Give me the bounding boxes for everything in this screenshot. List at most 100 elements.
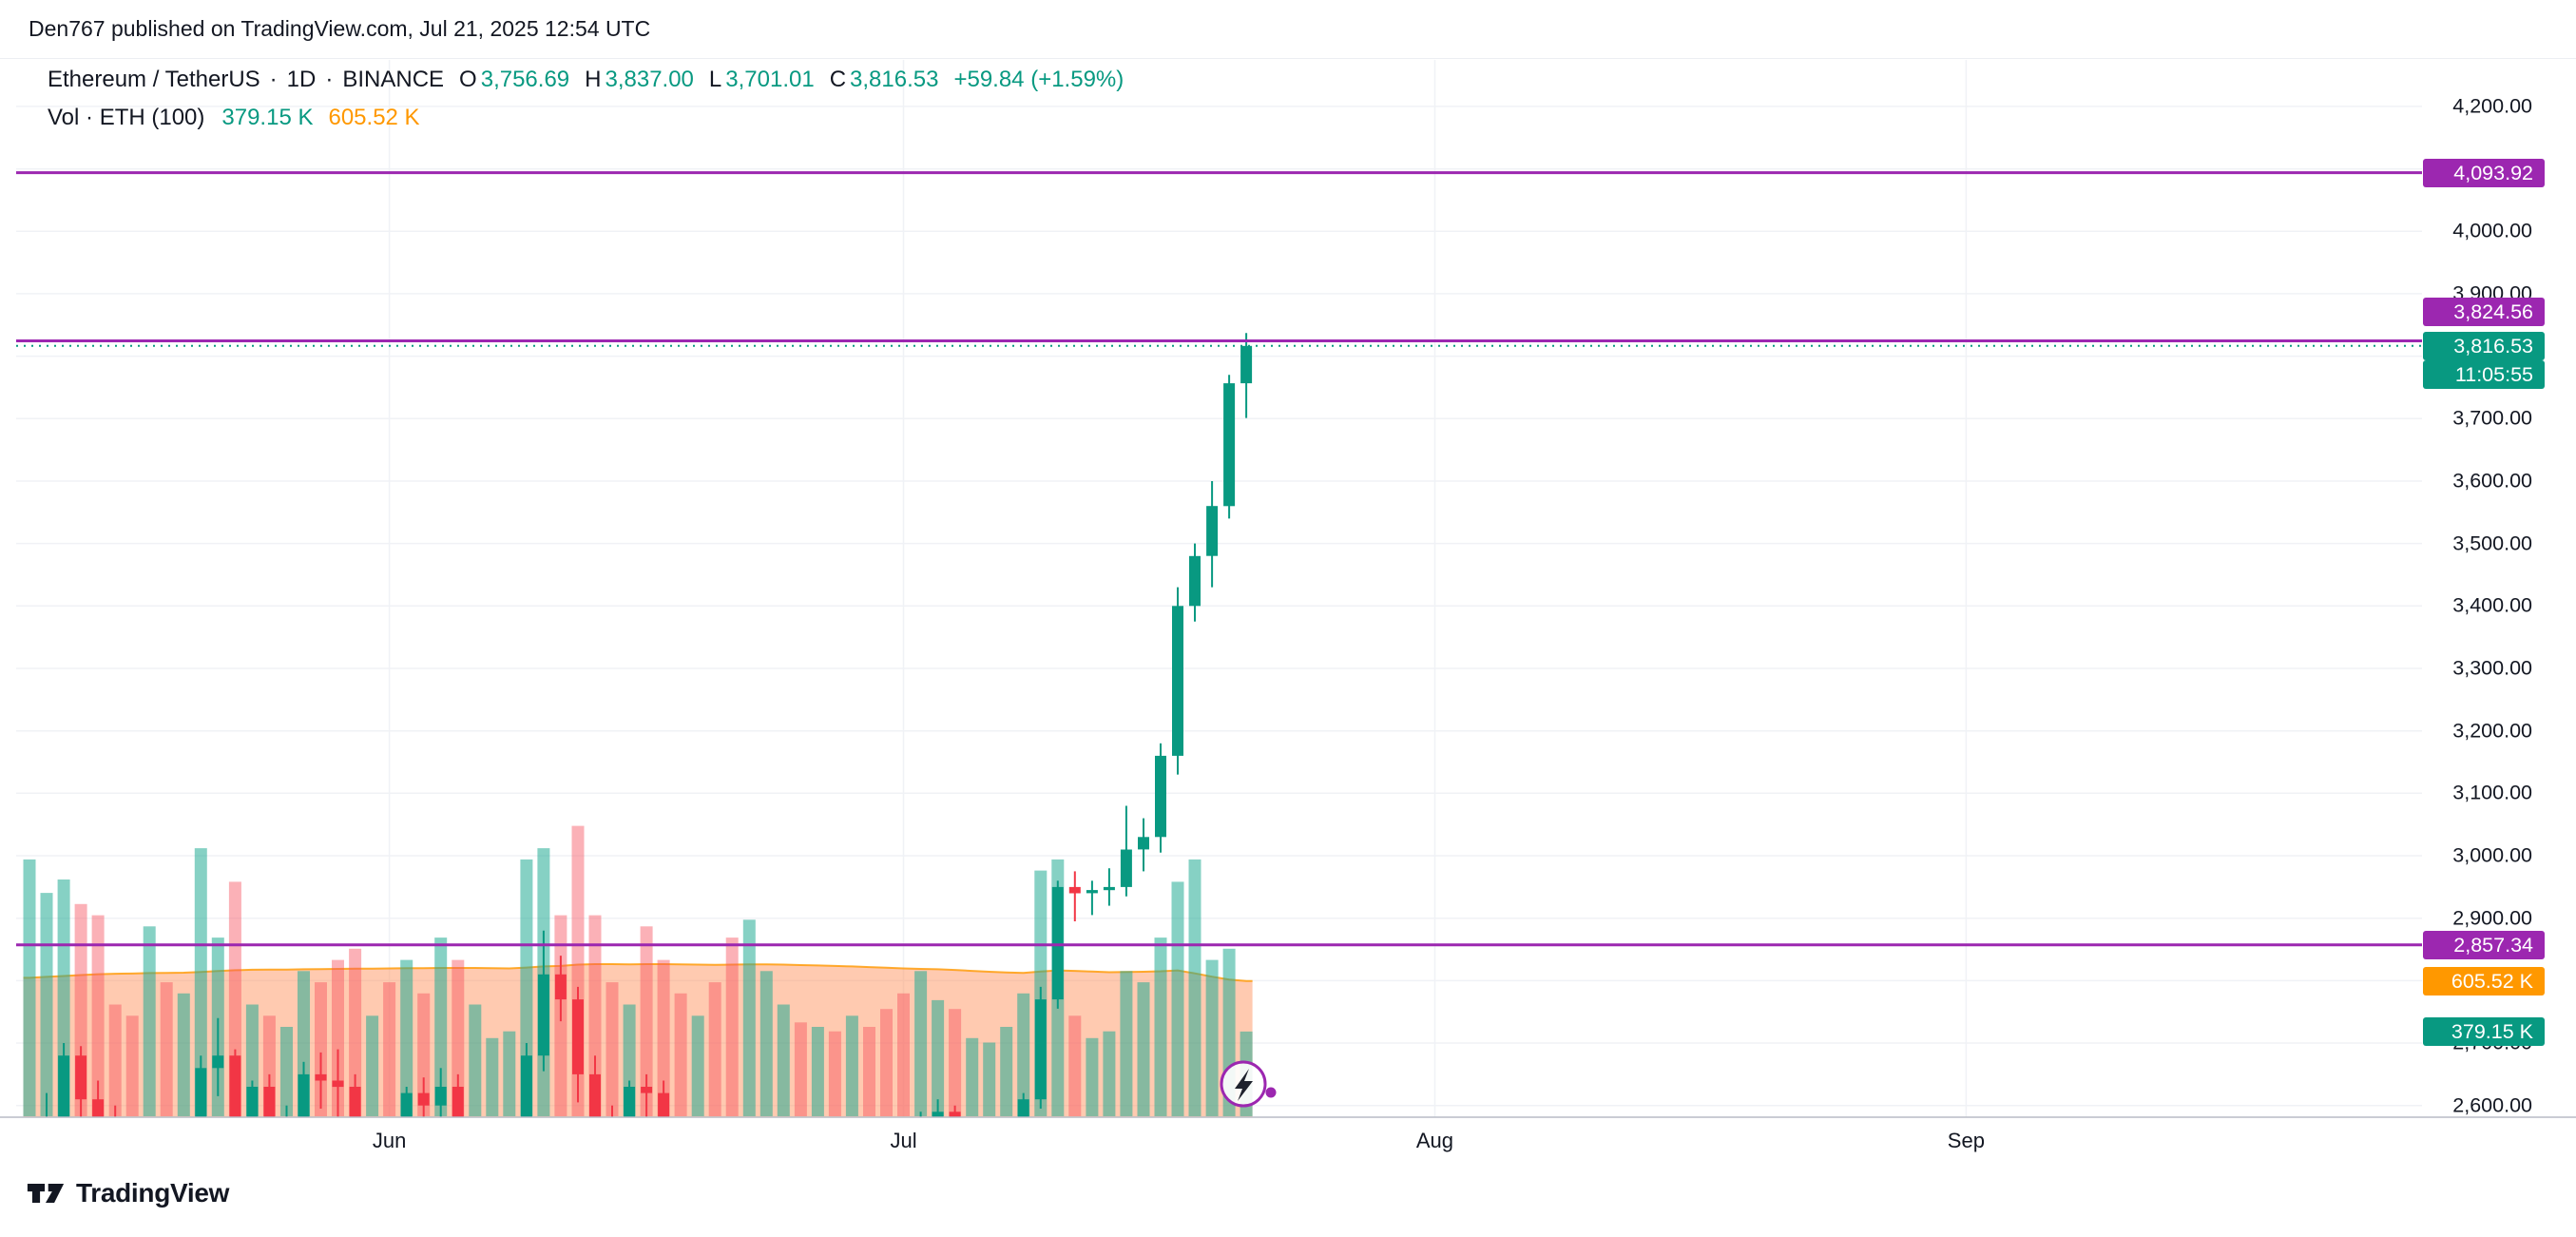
volume-bar: [91, 915, 105, 1116]
high-label: H: [585, 67, 602, 92]
volume-current-value: 379.15 K: [221, 105, 314, 130]
volume-bar: [966, 1037, 979, 1116]
plot-region: [23, 333, 1253, 1224]
volume-bar: [108, 1004, 122, 1116]
volume-bar: [520, 859, 533, 1116]
candle-body: [75, 1055, 87, 1100]
volume-bar: [383, 982, 396, 1116]
price-line-badge-top[interactable]: 4,093.92: [2423, 158, 2545, 187]
brand-text[interactable]: TradingView: [76, 1178, 230, 1208]
interval-label[interactable]: 1D: [286, 67, 317, 92]
price-tick-label: 3,500.00: [2452, 532, 2532, 555]
candle-body: [1172, 606, 1183, 756]
volume-bar: [1103, 1031, 1116, 1116]
volume-bar: [845, 1015, 858, 1116]
volume-bar: [897, 993, 910, 1116]
change-value: +59.84 (+1.59%): [953, 67, 1125, 92]
boost-watermark-icon: [1220, 1060, 1277, 1108]
price-tick-label: 4,000.00: [2452, 219, 2532, 242]
price-line-badge-mid[interactable]: 3,824.56: [2423, 298, 2545, 327]
candle-body: [1051, 886, 1064, 1000]
price-tick-label: 3,000.00: [2452, 843, 2532, 867]
countdown-badge: 11:05:55: [2423, 359, 2545, 389]
candle-body: [58, 1055, 70, 1117]
volume-bar: [880, 1009, 893, 1116]
candle-body: [1068, 886, 1081, 894]
tradingview-logo-icon[interactable]: [27, 1177, 65, 1209]
volume-bar: [674, 993, 687, 1116]
volume-bar: [486, 1037, 499, 1116]
volume-bar: [1086, 1037, 1099, 1116]
candle-body: [1103, 886, 1115, 891]
candle-body: [898, 1199, 910, 1224]
price-line-badge-bottom[interactable]: 2,857.34: [2423, 930, 2545, 959]
price-axis[interactable]: 4,200.00 4,000.00 3,900.00 3,700.00 3,600.00…: [2422, 0, 2576, 1232]
volume-indicator-title[interactable]: Vol · ETH (100): [48, 105, 205, 130]
candle-body: [1120, 849, 1132, 887]
volume-ma-badge: 605.52 K: [2423, 966, 2545, 995]
volume-bar: [160, 982, 173, 1116]
volume-bar: [349, 948, 362, 1116]
candle-body: [332, 1080, 344, 1088]
volume-bar: [777, 1004, 790, 1116]
volume-bar: [315, 982, 327, 1116]
volume-bar: [1120, 971, 1133, 1116]
volume-bar: [1154, 937, 1167, 1116]
candle-body: [949, 1111, 961, 1117]
candle-body: [1086, 890, 1098, 894]
price-tick-label: 3,300.00: [2452, 656, 2532, 680]
volume-ma-area: [23, 964, 1253, 1117]
symbol-title[interactable]: Ethereum / TetherUS: [48, 67, 260, 92]
candle-body: [1223, 383, 1236, 507]
footer: TradingView: [27, 1177, 229, 1209]
open-label: O: [459, 67, 477, 92]
attribution-bar: Den767 published on TradingView.com, Jul…: [0, 0, 2576, 59]
candle-body: [589, 1073, 601, 1117]
volume-bar: [143, 926, 156, 1116]
volume-bar: [949, 1009, 962, 1116]
volume-bar: [932, 999, 945, 1116]
volume-bar: [914, 971, 928, 1116]
candle-body: [778, 1199, 789, 1218]
volume-bar: [125, 1015, 139, 1116]
price-tick-label: 3,700.00: [2452, 406, 2532, 430]
volume-bar: [811, 1027, 824, 1116]
candle-body: [641, 1087, 653, 1093]
volume-bar: [366, 1015, 379, 1116]
candle-body: [572, 999, 584, 1074]
candle-body: [349, 1087, 361, 1117]
volume-bar: [725, 937, 739, 1116]
volume-bar: [1000, 1027, 1013, 1116]
candle-body: [537, 974, 549, 1056]
exchange-label[interactable]: BINANCE: [342, 67, 445, 92]
current-price-badge: 3,816.53: [2423, 331, 2545, 360]
low-value: 3,701.01: [725, 67, 815, 92]
volume-bar: [1068, 1015, 1082, 1116]
volume-bar: [640, 926, 653, 1116]
candle-body: [263, 1087, 276, 1117]
candle-body: [864, 1168, 875, 1174]
volume-bar: [434, 937, 448, 1116]
time-tick-label: Sep: [1947, 1129, 1985, 1152]
candle-body: [92, 1099, 105, 1117]
volume-bar: [1188, 859, 1201, 1116]
volume-bar: [691, 1015, 704, 1116]
volume-bar: [1137, 982, 1150, 1116]
candle-body: [795, 1199, 806, 1218]
time-axis[interactable]: Jun Jul Aug Sep: [0, 1117, 2576, 1165]
candle-body: [1138, 837, 1149, 850]
volume-legend-row: Vol · ETH (100) 379.15 K 605.52 K: [48, 99, 1124, 137]
volume-bar: [742, 919, 756, 1116]
volume-bar: [452, 959, 465, 1116]
candle-body: [212, 1055, 224, 1069]
volume-bar: [417, 993, 431, 1116]
candle-body: [1206, 506, 1219, 556]
time-tick-label: Aug: [1415, 1129, 1454, 1152]
volume-bar: [1017, 993, 1030, 1116]
candle-body: [658, 1092, 670, 1117]
volume-bar: [606, 982, 619, 1116]
volume-bar: [280, 1027, 293, 1116]
volume-current-badge: 379.15 K: [2423, 1016, 2545, 1046]
candle-body: [315, 1073, 327, 1081]
